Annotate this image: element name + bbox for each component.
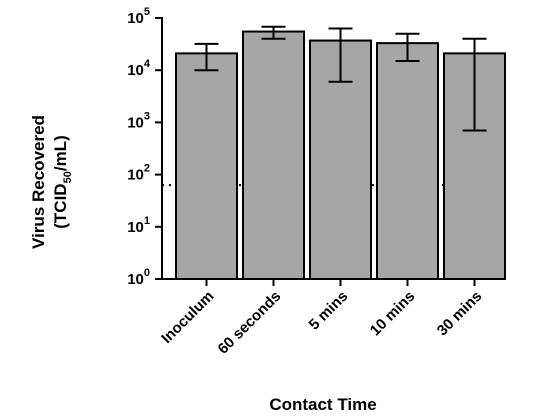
y-tick-label: 102 [127,163,150,184]
bar [175,52,238,280]
x-tick-label: 30 mins [434,288,486,340]
y-tick-exponent: 2 [144,163,150,175]
y-tick-label: 101 [127,215,150,236]
y-tick-base: 10 [127,10,144,27]
y-axis-title-subscript: 50 [62,171,74,183]
x-tick-label: 10 mins [367,288,419,340]
y-tick-base: 10 [127,114,144,131]
x-tick-label: Inoculum [158,288,217,347]
y-tick-label: 103 [127,110,150,131]
y-axis-title: Virus Recovered (TCID50/mL) [29,115,74,249]
y-tick-exponent: 4 [144,58,151,70]
y-tick-exponent: 3 [144,110,150,122]
y-tick-label: 105 [127,6,150,27]
bar [242,30,305,280]
y-tick-base: 10 [127,167,144,184]
y-tick-label: 104 [127,58,151,79]
svg-text:Virus Recovered: Virus Recovered [29,115,48,249]
y-axis-title-suffix: /mL) [51,135,70,171]
y-tick-base: 10 [127,271,144,288]
bar [376,42,439,280]
x-tick-label: 60 seconds [215,288,285,358]
y-tick-base: 10 [127,62,144,79]
x-tick-label: 5 mins [306,288,352,334]
x-axis-title: Contact Time [269,395,376,414]
bars-layer [175,25,506,280]
y-tick-exponent: 5 [144,6,150,18]
y-tick-exponent: 1 [144,215,150,227]
y-tick-base: 10 [127,219,144,236]
y-tick-label: 100 [127,267,150,288]
svg-text:(TCID50/mL): (TCID50/mL) [51,135,74,228]
axes-layer [161,17,485,280]
y-tick-exponent: 0 [144,267,150,279]
y-axis-title-line1: Virus Recovered [29,115,48,249]
y-axis-title-prefix: (TCID [51,183,70,228]
